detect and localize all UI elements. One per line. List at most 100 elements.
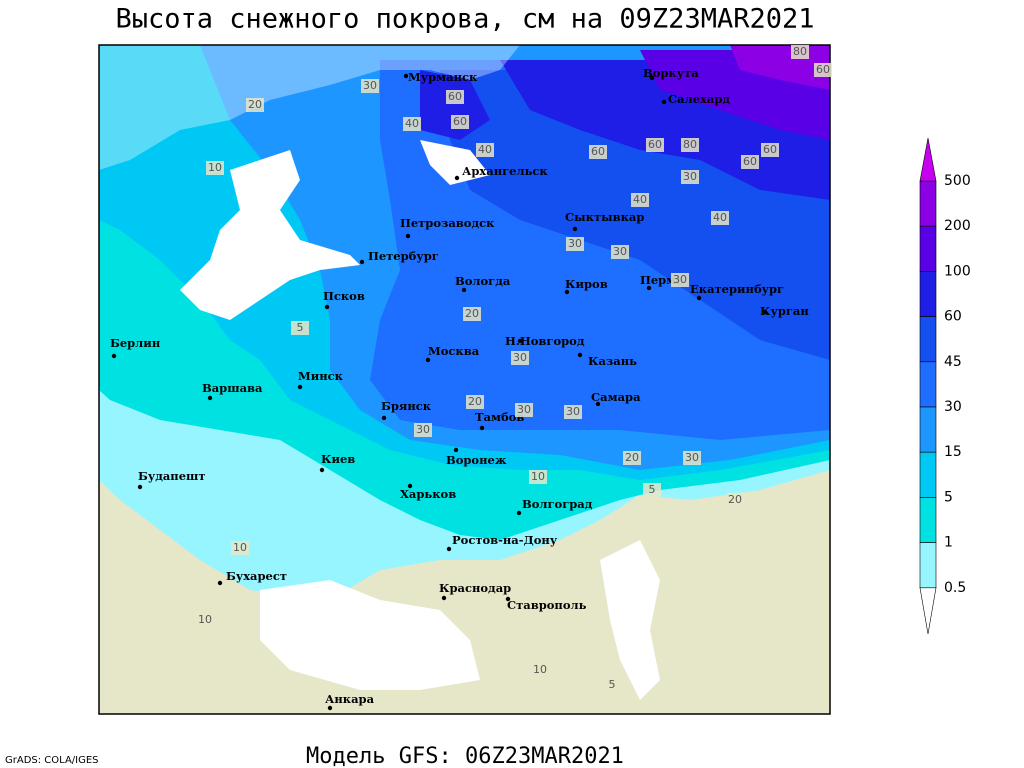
contour-label: 20 bbox=[465, 307, 479, 320]
contour-label-box bbox=[611, 245, 629, 259]
contour-label: 60 bbox=[453, 115, 467, 128]
colorbar-label: 30 bbox=[944, 399, 962, 415]
colorbar-label: 15 bbox=[944, 444, 962, 460]
contour-label-box bbox=[603, 678, 621, 692]
contour-label-box bbox=[529, 470, 547, 484]
contour-label-box bbox=[403, 117, 421, 131]
city-dot bbox=[359, 259, 365, 265]
contour-label-box bbox=[814, 63, 832, 77]
city-dot bbox=[407, 483, 413, 489]
city-label: Салехард bbox=[668, 92, 730, 106]
colorbar-top bbox=[919, 137, 937, 182]
contour-label-box bbox=[643, 483, 661, 497]
city-dot bbox=[564, 289, 570, 295]
contour-label: 20 bbox=[728, 493, 742, 506]
contour-label-box bbox=[206, 161, 224, 175]
colorbar-label: 100 bbox=[944, 263, 971, 279]
colorbar-label: 0.5 bbox=[944, 580, 966, 596]
contour-label: 40 bbox=[633, 193, 647, 206]
city-label: Псков bbox=[323, 289, 365, 303]
colorbar-band bbox=[919, 225, 937, 272]
contour-label-box bbox=[511, 351, 529, 365]
contour-label: 30 bbox=[566, 405, 580, 418]
colorbar-band bbox=[919, 406, 937, 453]
contour-label-box bbox=[589, 145, 607, 159]
city-dot bbox=[217, 580, 223, 586]
baltic-sea bbox=[180, 150, 360, 320]
city-label: Самара bbox=[591, 390, 641, 404]
colorbar-band bbox=[919, 361, 937, 408]
city-dot bbox=[111, 353, 117, 359]
city-label: Волгоград bbox=[522, 497, 593, 511]
contour-label-box bbox=[196, 613, 214, 627]
colorbar-band bbox=[919, 271, 937, 317]
city-dot bbox=[479, 425, 485, 431]
contour-label: 40 bbox=[405, 117, 419, 130]
city-dot bbox=[696, 295, 702, 301]
city-label: Сыктывкар bbox=[565, 210, 644, 224]
city-label: Н.Новгород bbox=[505, 334, 585, 348]
contour-label-box bbox=[291, 321, 309, 335]
contour-label: 60 bbox=[648, 138, 662, 151]
contour-label-box bbox=[246, 98, 264, 112]
city-label: Киров bbox=[565, 277, 608, 291]
colorbar-label: 200 bbox=[944, 218, 971, 234]
contour-label: 5 bbox=[297, 321, 304, 334]
city-label: Казань bbox=[588, 354, 637, 368]
black-sea bbox=[260, 580, 480, 690]
city-label: Екатеринбург bbox=[690, 282, 784, 296]
city-dot bbox=[381, 415, 387, 421]
contour-label-box bbox=[515, 403, 533, 417]
contour-label-box bbox=[463, 307, 481, 321]
barents-sea bbox=[99, 45, 520, 170]
contour-label: 30 bbox=[363, 79, 377, 92]
contour-label: 30 bbox=[416, 423, 430, 436]
caspian-sea bbox=[600, 540, 660, 700]
city-dot bbox=[405, 233, 411, 239]
snow-60 bbox=[420, 70, 490, 140]
contour-label: 5 bbox=[609, 678, 616, 691]
colorbar-label: 60 bbox=[944, 309, 962, 325]
city-label: Бухарест bbox=[226, 569, 287, 583]
contour-label-box bbox=[681, 138, 699, 152]
city-label: Киев bbox=[321, 452, 355, 466]
city-label: Анкара bbox=[325, 692, 375, 706]
city-dot bbox=[661, 99, 667, 105]
colorbar-label: 5 bbox=[944, 489, 953, 505]
contour-label: 30 bbox=[613, 245, 627, 258]
contour-label-box bbox=[683, 451, 701, 465]
contour-label: 80 bbox=[683, 138, 697, 151]
contour-label: 60 bbox=[763, 143, 777, 156]
contour-label-box bbox=[564, 405, 582, 419]
city-dot bbox=[137, 484, 143, 490]
city-dot bbox=[516, 510, 522, 516]
map-frame bbox=[98, 44, 831, 715]
city-dot bbox=[517, 338, 523, 344]
city-label: Минск bbox=[298, 369, 344, 383]
contour-label: 10 bbox=[198, 613, 212, 626]
city-dot bbox=[453, 447, 459, 453]
contour-label-box bbox=[623, 451, 641, 465]
city-label: Воронеж bbox=[446, 453, 507, 467]
city-dot bbox=[454, 175, 460, 181]
city-label: Будапешт bbox=[138, 469, 206, 483]
contour-label-box bbox=[446, 90, 464, 104]
contour-label: 10 bbox=[233, 541, 247, 554]
contour-label: 10 bbox=[208, 161, 222, 174]
city-label: Брянск bbox=[381, 399, 432, 413]
city-label: Воркута bbox=[643, 66, 699, 80]
contour-label-box bbox=[361, 79, 379, 93]
city-dot bbox=[505, 596, 511, 602]
colorbar-label: 500 bbox=[944, 173, 971, 189]
contour-label: 30 bbox=[673, 273, 687, 286]
contour-label: 20 bbox=[625, 451, 639, 464]
city-label: Москва bbox=[428, 344, 480, 358]
city-label: Харьков bbox=[400, 487, 456, 501]
city-dot bbox=[327, 705, 333, 711]
contour-label-box bbox=[451, 115, 469, 129]
city-dot bbox=[649, 75, 655, 81]
contour-label-box bbox=[631, 193, 649, 207]
contour-label: 10 bbox=[531, 470, 545, 483]
contour-label: 40 bbox=[478, 143, 492, 156]
